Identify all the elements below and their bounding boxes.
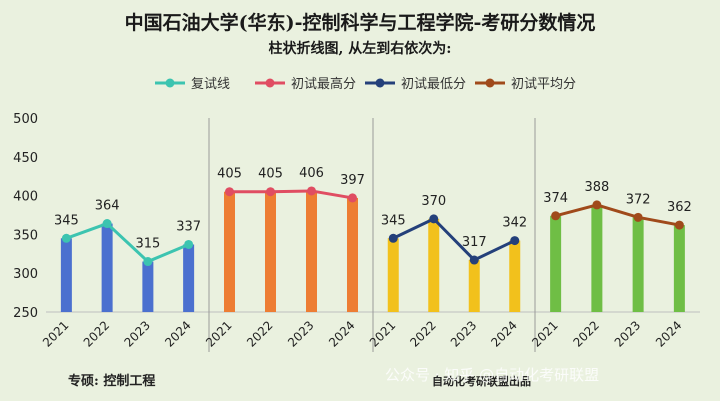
bar-p3-1 (591, 204, 603, 312)
marker-p1-0 (225, 187, 234, 197)
bar-p2-0 (387, 238, 399, 312)
marker-p0-2 (143, 257, 153, 267)
series-line-p3 (555, 203, 680, 227)
data-label-p1-3: 397 (340, 173, 365, 188)
legend-label-2: 初试最低分 (401, 77, 466, 92)
watermark: 公众号 · 知乎 @自动化考研联盟 (385, 366, 599, 384)
y-tick-label-1: 300 (13, 267, 38, 282)
footer-major: 专硕: 控制工程 (68, 373, 155, 389)
data-label-p2-1: 370 (421, 194, 446, 209)
legend: 复试线 初试最高分 初试最低分 初试平均分 (155, 76, 576, 92)
bar-p3-2 (632, 217, 644, 312)
legend-marker-3 (485, 78, 495, 88)
data-label-p0-0: 345 (54, 213, 79, 228)
data-label-p2-2: 317 (462, 235, 487, 250)
marker-p2-3 (510, 236, 520, 246)
legend-label-0: 复试线 (191, 77, 230, 92)
bar-p0-2 (142, 261, 154, 312)
bar-p2-3 (509, 240, 521, 312)
legend-label-3: 初试平均分 (511, 77, 576, 92)
marker-p3-1 (592, 200, 602, 210)
data-label-p0-2: 315 (135, 237, 160, 252)
bar-p1-1 (265, 191, 276, 312)
y-tick-label-4: 450 (13, 151, 38, 166)
bar-p0-3 (183, 244, 195, 312)
marker-p3-0 (551, 211, 561, 221)
bar-p2-2 (468, 260, 480, 312)
bar-p0-1 (101, 223, 113, 312)
data-label-p3-1: 388 (584, 180, 609, 195)
chart-title: 中国石油大学(华东)-控制科学与工程学院-考研分数情况 (125, 11, 596, 34)
footer-credit: 自动化考研联盟出品 (432, 374, 531, 388)
marker-p2-0 (388, 233, 398, 243)
marker-p0-0 (61, 233, 71, 243)
y-tick-label-0: 250 (13, 306, 38, 321)
data-label-p1-2: 406 (299, 166, 324, 181)
legend-label-1: 初试最高分 (291, 76, 356, 92)
marker-p2-1 (429, 214, 439, 224)
data-label-p2-3: 342 (502, 216, 527, 231)
bar-p1-0 (224, 191, 235, 312)
marker-p2-2 (469, 255, 479, 265)
data-label-p0-1: 364 (95, 199, 120, 214)
data-label-p1-0: 405 (217, 167, 242, 182)
legend-marker-0 (165, 78, 175, 88)
bar-p1-3 (347, 197, 358, 312)
series-line-p1 (229, 189, 353, 200)
marker-p0-1 (102, 219, 112, 229)
bar-p0-0 (60, 238, 72, 312)
data-label-p3-3: 362 (667, 200, 692, 215)
marker-p3-3 (674, 220, 684, 230)
marker-p1-3 (348, 193, 357, 203)
bar-p1-2 (306, 190, 317, 312)
data-label-p1-1: 405 (258, 167, 283, 182)
legend-marker-1 (265, 78, 275, 88)
y-tick-label-3: 400 (13, 190, 38, 205)
bar-p3-3 (673, 225, 685, 312)
marker-p0-3 (184, 239, 194, 249)
marker-p1-2 (307, 186, 316, 196)
bar-p3-0 (550, 215, 562, 312)
marker-p3-2 (633, 212, 643, 222)
data-label-p3-2: 372 (626, 192, 651, 207)
y-tick-label-2: 350 (13, 228, 38, 243)
series-line-p2 (392, 217, 516, 262)
bar-p2-1 (428, 218, 440, 312)
data-label-p0-3: 337 (176, 219, 201, 234)
y-tick-label-5: 500 (13, 112, 38, 127)
chart-subtitle: 柱状折线图, 从左到右依次为: (269, 40, 452, 57)
legend-marker-2 (375, 78, 385, 88)
data-label-p3-0: 374 (543, 191, 568, 206)
marker-p1-1 (266, 187, 275, 197)
series-line-p0 (65, 222, 190, 264)
data-label-p2-0: 345 (381, 213, 406, 228)
